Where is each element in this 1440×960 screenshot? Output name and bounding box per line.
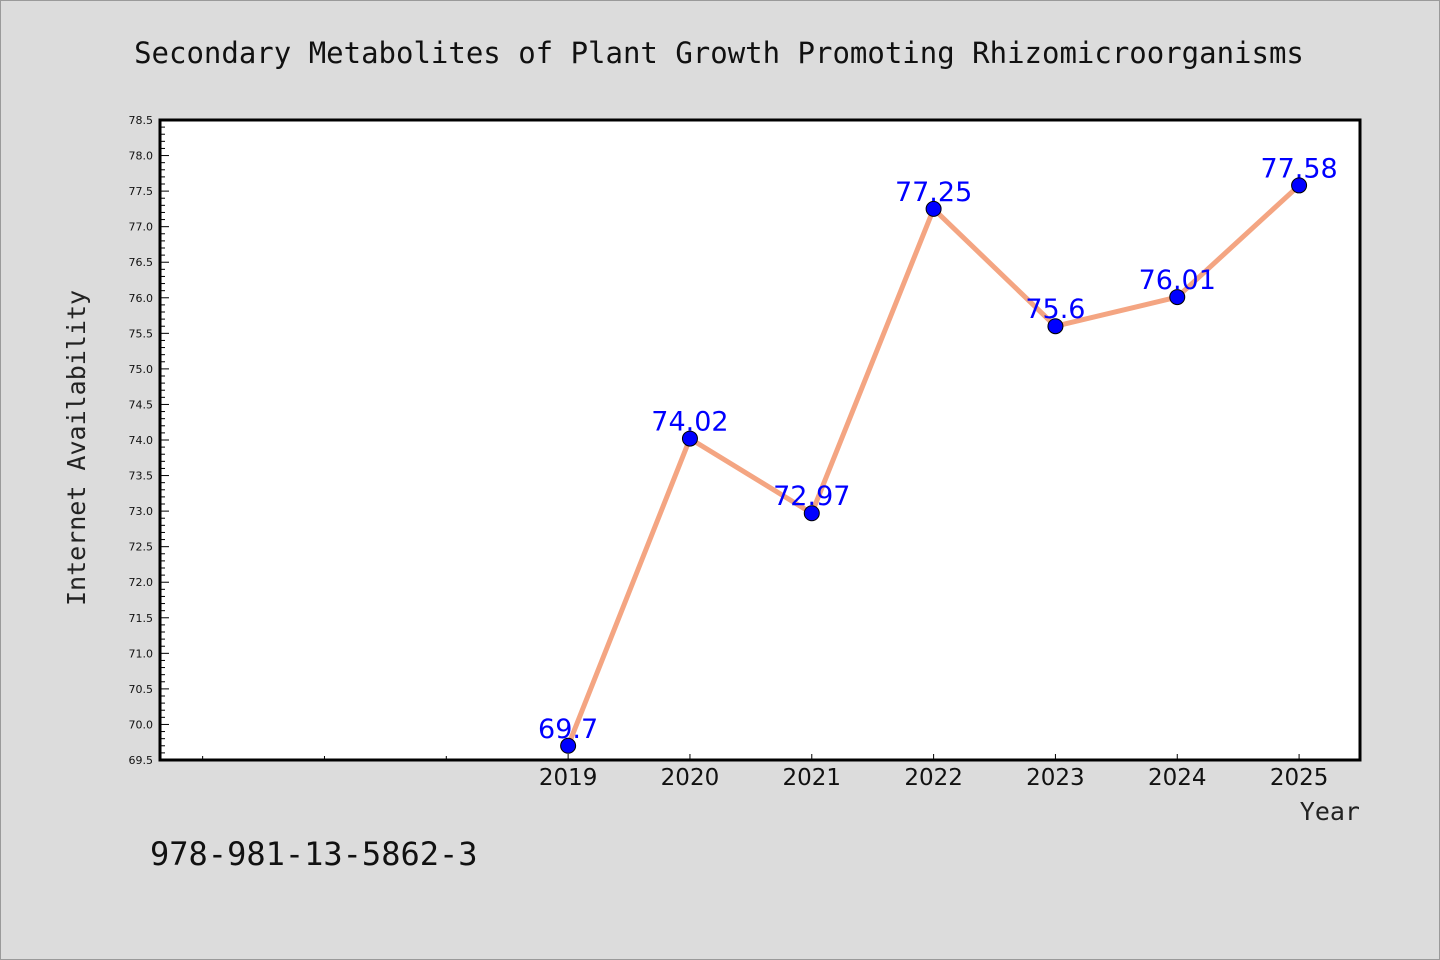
y-tick-label: 69.5	[129, 754, 154, 767]
data-label: 74.02	[651, 407, 728, 438]
data-point	[681, 430, 698, 447]
y-tick-label: 70.0	[129, 718, 154, 731]
x-tick-label: 2024	[1148, 765, 1207, 791]
y-tick-label: 72.0	[129, 576, 154, 589]
y-tick-label: 76.0	[129, 292, 154, 305]
data-label: 77.25	[895, 177, 972, 208]
data-point	[1169, 289, 1186, 306]
chart-title: Secondary Metabolites of Plant Growth Pr…	[134, 36, 1304, 70]
y-tick-label: 73.0	[129, 505, 154, 518]
data-point	[803, 505, 820, 522]
y-tick-label: 71.0	[129, 647, 154, 660]
data-point	[1047, 318, 1064, 335]
plot-frame	[158, 118, 1362, 762]
y-tick-label: 70.5	[129, 683, 154, 696]
x-tick-label: 2021	[783, 765, 842, 791]
data-label: 69.7	[538, 714, 598, 745]
plot-background	[160, 120, 1360, 760]
data-label: 76.01	[1139, 265, 1216, 296]
x-tick-label: 2023	[1026, 765, 1085, 791]
data-point	[925, 200, 942, 217]
y-tick-label: 75.5	[129, 327, 154, 340]
y-tick-label: 77.0	[129, 221, 154, 234]
plot-area: 69.5 70.0 70.5 71.0 71.5 72.0 72.5 73.0 73.5 74.0…	[129, 114, 1362, 791]
y-tick-label: 77.5	[129, 185, 154, 198]
x-tick-label: 2019	[539, 765, 598, 791]
data-label: 75.6	[1025, 294, 1085, 325]
y-tick-label: 75.0	[129, 363, 154, 376]
y-tick-label: 74.5	[129, 398, 154, 411]
y-tick-label: 78.5	[129, 114, 154, 127]
data-label: 72.97	[773, 481, 850, 512]
x-tick-label: 2020	[661, 765, 720, 791]
y-tick-label: 73.5	[129, 470, 154, 483]
y-axis-title: Internet Availability	[62, 290, 91, 606]
y-tick-label: 76.5	[129, 256, 154, 269]
data-label: 77.58	[1260, 153, 1337, 184]
x-tick-label: 2025	[1270, 765, 1329, 791]
isbn-annotation: 978-981-13-5862-3	[150, 835, 478, 873]
y-tick-label: 71.5	[129, 612, 154, 625]
y-tick-label: 78.0	[129, 150, 154, 163]
y-tick-label: 72.5	[129, 541, 154, 554]
data-point	[560, 737, 577, 754]
data-point	[1291, 177, 1308, 194]
x-tick-label: 2022	[904, 765, 963, 791]
y-tick-label: 74.0	[129, 434, 154, 447]
x-axis-title: Year	[1300, 797, 1360, 826]
